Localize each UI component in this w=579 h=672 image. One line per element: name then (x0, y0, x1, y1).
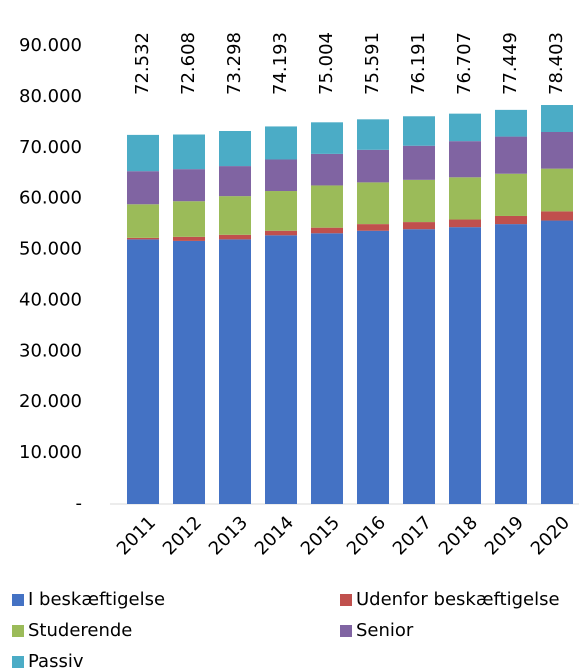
y-tick-label: 60.000 (19, 188, 82, 209)
total-label: 75.004 (316, 32, 337, 95)
bar-segment (265, 235, 297, 504)
x-tick-label: 2020 (527, 512, 574, 559)
y-tick-label: 20.000 (19, 391, 82, 412)
bar-segment (403, 145, 435, 180)
bar-segment (541, 220, 573, 504)
bar-segment (403, 229, 435, 504)
legend-swatch (12, 656, 24, 668)
x-tick-label: 2017 (389, 512, 436, 559)
x-tick-label: 2016 (343, 512, 390, 559)
bar-segment (541, 211, 573, 221)
total-label: 78.403 (546, 32, 567, 95)
total-label: 74.193 (270, 32, 291, 95)
legend-swatch (340, 594, 352, 606)
bar-segment (541, 132, 573, 169)
bar-segment (357, 230, 389, 504)
total-label: 76.707 (454, 32, 475, 95)
bar-segment (357, 182, 389, 225)
bar-segment (127, 239, 159, 504)
bar-segment (495, 173, 527, 216)
bar-segment (219, 196, 251, 235)
bar-segment (449, 219, 481, 228)
total-label: 76.191 (408, 32, 429, 95)
bar-segment (357, 224, 389, 231)
bar-segment (495, 224, 527, 504)
bar-segment (449, 177, 481, 220)
bar-segment (219, 234, 251, 240)
x-tick-label: 2013 (205, 512, 252, 559)
bar-segment (265, 230, 297, 236)
bar-segment (541, 105, 573, 133)
bar-segment (265, 159, 297, 192)
x-tick-label: 2018 (435, 512, 482, 559)
x-tick-label: 2015 (297, 512, 344, 559)
bar-segment (495, 109, 527, 137)
y-tick-label: 40.000 (19, 289, 82, 310)
bar-segment (311, 227, 343, 234)
bar-segment (173, 240, 205, 504)
y-tick-label: 30.000 (19, 340, 82, 361)
legend-swatch (12, 594, 24, 606)
legend-label: Passiv (28, 651, 84, 672)
bar-segment (219, 166, 251, 197)
bar-segment (127, 134, 159, 172)
legend-swatch (340, 625, 352, 637)
bar-segment (127, 171, 159, 205)
bar-segment (173, 169, 205, 202)
y-tick-label: 50.000 (19, 239, 82, 260)
y-tick-label: 80.000 (19, 86, 82, 107)
bar-segment (219, 130, 251, 167)
total-label: 73.298 (224, 32, 245, 95)
total-label: 72.532 (132, 32, 153, 95)
total-label: 75.591 (362, 32, 383, 95)
bar-segment (127, 237, 159, 240)
total-label: 77.449 (500, 32, 521, 95)
bar-segment (357, 149, 389, 183)
bar-segment (311, 233, 343, 504)
bar-segment (357, 119, 389, 150)
bar-segment (403, 116, 435, 146)
bar-segment (173, 134, 205, 170)
bar-segment (541, 168, 573, 212)
total-label: 72.608 (178, 32, 199, 95)
bar-segment (403, 222, 435, 230)
x-tick-label: 2012 (159, 512, 206, 559)
bar-segment (173, 201, 205, 237)
bar-segment (265, 191, 297, 231)
legend-label: Udenfor beskæftigelse (356, 589, 560, 610)
bar-segment (219, 239, 251, 504)
bar-segment (311, 122, 343, 154)
bar-segment (311, 153, 343, 186)
bar-segment (495, 215, 527, 225)
legend-label: Senior (356, 620, 414, 641)
bar-segment (403, 179, 435, 223)
x-tick-label: 2011 (113, 512, 160, 559)
x-tick-label: 2014 (251, 512, 298, 559)
bar-segment (265, 126, 297, 160)
bar-segment (449, 227, 481, 505)
legend-swatch (12, 625, 24, 637)
y-tick-label: - (76, 493, 83, 514)
bar-segment (127, 204, 159, 238)
y-tick-label: 70.000 (19, 137, 82, 158)
bar-segment (173, 236, 205, 241)
bar-segment (311, 185, 343, 228)
y-tick-label: 10.000 (19, 442, 82, 463)
legend-label: I beskæftigelse (28, 589, 165, 610)
x-tick-label: 2019 (481, 512, 528, 559)
bar-segment (449, 113, 481, 142)
bar-segment (449, 141, 481, 178)
legend-label: Studerende (28, 620, 132, 641)
y-tick-label: 90.000 (19, 35, 82, 56)
bar-segment (495, 136, 527, 174)
